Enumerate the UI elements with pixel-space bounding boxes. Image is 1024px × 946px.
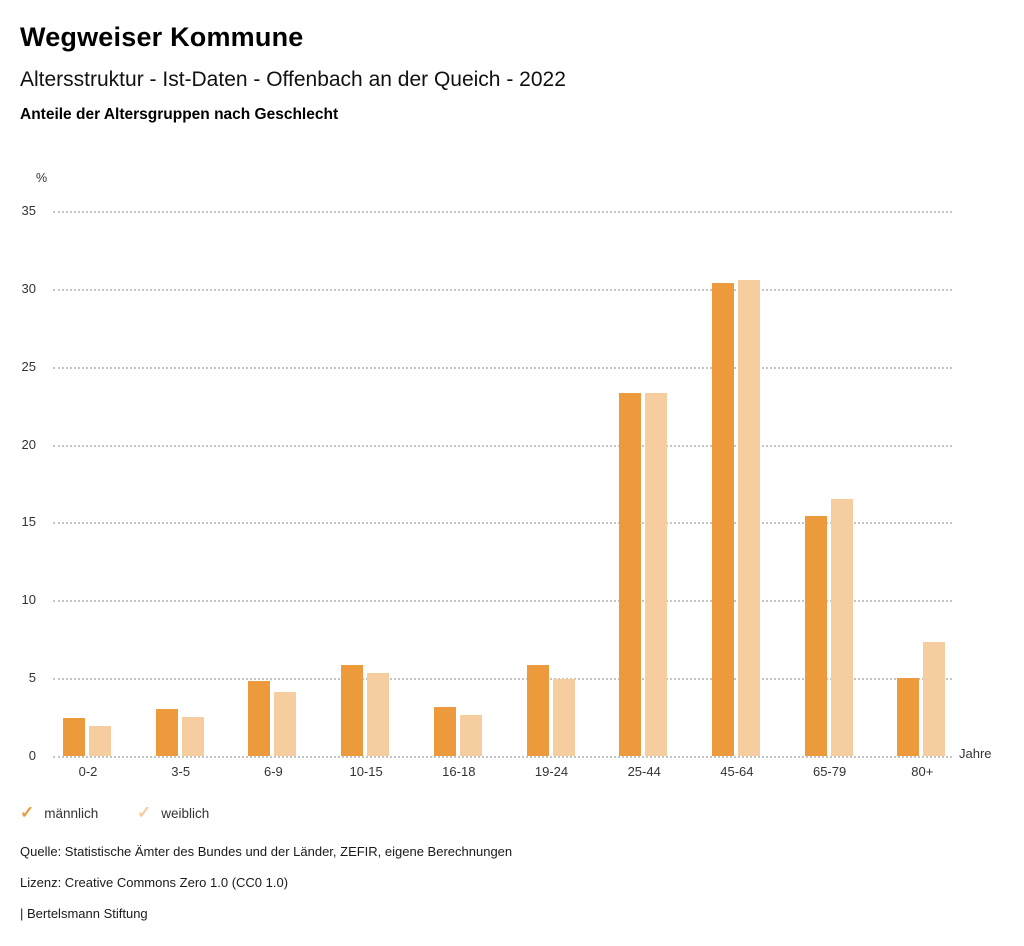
bar-weiblich-19-24[interactable] — [552, 679, 575, 757]
x-axis-tick-label: 25-44 — [627, 764, 661, 779]
gridline — [53, 444, 952, 447]
bar-männlich-0-2[interactable] — [63, 718, 85, 757]
bar-männlich-45-64[interactable] — [711, 282, 734, 757]
y-axis-tick-label: 15 — [21, 514, 36, 530]
gridline — [53, 600, 952, 603]
legend-item-weiblich[interactable]: ✓ weiblich — [137, 803, 209, 823]
bar-männlich-3-5[interactable] — [155, 708, 178, 757]
y-axis-tick-label: 35 — [21, 203, 36, 219]
chart-heading: Anteile der Altersgruppen nach Geschlech… — [20, 106, 339, 123]
x-axis-tick-label: 6-9 — [263, 764, 283, 779]
legend: ✓ männlich ✓ weiblich — [0, 803, 1024, 825]
bar-männlich-19-24[interactable] — [526, 665, 549, 757]
x-axis-tick-label: 0-2 — [78, 764, 98, 779]
x-axis-tick-label: 10-15 — [349, 764, 383, 779]
bar-männlich-10-15[interactable] — [341, 665, 364, 757]
bar-weiblich-10-15[interactable] — [367, 673, 390, 757]
bar-weiblich-45-64[interactable] — [737, 279, 760, 757]
x-axis-unit-label: Jahre — [959, 746, 992, 761]
source-text: Quelle: Statistische Ämter des Bundes un… — [20, 844, 513, 859]
y-axis-tick-label: 25 — [21, 358, 36, 374]
x-axis-tick-label: 3-5 — [171, 764, 191, 779]
y-axis-tick-label: 20 — [21, 436, 36, 452]
bar-weiblich-80+[interactable] — [923, 642, 946, 757]
gridline — [53, 522, 952, 525]
x-axis-tick-label: 16-18 — [442, 764, 476, 779]
check-icon[interactable]: ✓ — [137, 803, 152, 822]
gridline — [53, 289, 952, 292]
bar-männlich-65-79[interactable] — [804, 516, 827, 757]
bar-weiblich-6-9[interactable] — [274, 691, 297, 757]
gridline — [53, 677, 952, 680]
bar-männlich-6-9[interactable] — [248, 680, 271, 757]
x-axis-tick-label: 45-64 — [720, 764, 754, 779]
y-axis-tick-label: 10 — [21, 592, 36, 608]
x-axis-tick-label: 80+ — [911, 764, 934, 779]
gridline — [53, 211, 952, 214]
gridline — [53, 755, 952, 758]
legend-label-weiblich[interactable]: weiblich — [161, 805, 210, 821]
bar-weiblich-65-79[interactable] — [830, 499, 853, 757]
y-axis-tick-label: 5 — [28, 669, 36, 685]
y-axis-unit-label: % — [36, 171, 48, 185]
page-title: Altersstruktur - Ist-Daten - Offenbach a… — [20, 68, 566, 91]
legend-item-maennlich[interactable]: ✓ männlich — [20, 803, 98, 823]
app-title: Wegweiser Kommune — [20, 22, 304, 52]
license-text: Lizenz: Creative Commons Zero 1.0 (CC0 1… — [20, 875, 289, 890]
y-axis-tick-label: 30 — [21, 281, 36, 297]
x-axis-tick-label: 65-79 — [812, 764, 847, 779]
legend-label-maennlich[interactable]: männlich — [44, 805, 99, 821]
bar-männlich-16-18[interactable] — [433, 707, 456, 757]
attribution-text: | Bertelsmann Stiftung — [20, 906, 148, 921]
check-icon[interactable]: ✓ — [20, 803, 35, 822]
y-axis-tick-label: 0 — [28, 747, 36, 763]
bar-weiblich-25-44[interactable] — [645, 393, 668, 757]
bar-weiblich-3-5[interactable] — [181, 716, 204, 757]
bar-männlich-80+[interactable] — [897, 677, 920, 757]
x-axis-tick-label: 19-24 — [534, 764, 569, 779]
bar-männlich-25-44[interactable] — [619, 393, 642, 757]
bar-weiblich-16-18[interactable] — [459, 715, 482, 757]
bar-weiblich-0-2[interactable] — [89, 725, 111, 757]
gridline — [53, 366, 952, 369]
